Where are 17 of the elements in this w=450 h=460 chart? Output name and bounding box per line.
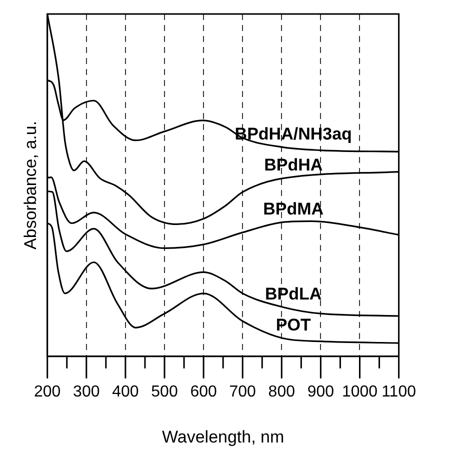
x-tick-label: 800 xyxy=(268,383,296,400)
series-label: BPdHA xyxy=(264,156,323,175)
x-tick-label: 700 xyxy=(229,383,256,400)
x-tick-label: 300 xyxy=(73,383,100,400)
x-tick-label: 500 xyxy=(151,383,178,400)
x-tick-label: 900 xyxy=(307,383,334,400)
series-label: BPdMA xyxy=(263,199,324,218)
x-tick-label: 600 xyxy=(190,383,217,400)
y-axis-title: Absorbance, a.u. xyxy=(20,120,40,250)
x-tick-label: 1000 xyxy=(342,383,378,400)
series-label: BPdLA xyxy=(265,284,322,304)
series-label: BPdHA/NH3aq xyxy=(234,124,352,144)
x-tick-label: 1100 xyxy=(382,383,416,400)
x-axis-title: Wavelength, nm xyxy=(162,427,284,446)
x-tick-label: 400 xyxy=(112,383,139,400)
x-tick-label: 200 xyxy=(34,383,61,400)
series-label: POT xyxy=(276,315,312,334)
